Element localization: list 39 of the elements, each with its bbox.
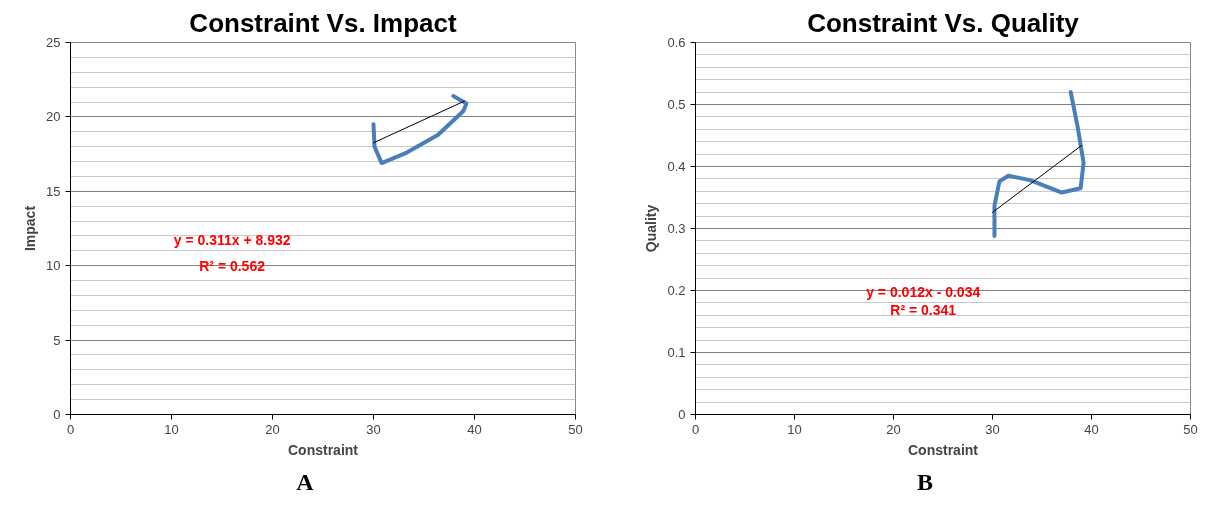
chart-title: Constraint Vs. Quality <box>807 7 1080 38</box>
annotation: R² = 0.341 <box>890 302 957 319</box>
x-tick-label: 50 <box>568 421 583 437</box>
x-tick-label: 0 <box>691 421 700 437</box>
x-tick-label: 20 <box>886 421 901 437</box>
y-tick-label: 15 <box>46 183 61 199</box>
x-tick-label: 50 <box>1183 421 1198 437</box>
annotation: y = 0.012x - 0.034 <box>866 283 981 300</box>
line-series <box>992 90 1086 238</box>
x-tick-label: 0 <box>66 421 75 437</box>
x-tick-label: 10 <box>164 421 179 437</box>
y-axis-title: Impact <box>22 205 39 252</box>
annotation: R² = 0.562 <box>199 257 266 274</box>
y-tick-label: 5 <box>53 332 61 348</box>
line-series <box>371 94 469 166</box>
x-axis-title: Constraint <box>288 441 359 458</box>
y-tick-label: 20 <box>46 109 61 125</box>
x-tick-label: 40 <box>1084 421 1099 437</box>
x-tick-label: 30 <box>985 421 1000 437</box>
x-tick-label: 20 <box>265 421 280 437</box>
chart-title: Constraint Vs. Impact <box>189 7 457 38</box>
text: B <box>916 468 933 497</box>
y-tick-label: 0.6 <box>667 35 686 50</box>
y-tick-label: 0.1 <box>667 345 686 360</box>
y-tick-label: 0.3 <box>667 221 686 236</box>
y-tick-label: 10 <box>46 258 61 274</box>
y-tick-label: 0.4 <box>667 159 686 174</box>
y-tick-label: 0.2 <box>667 283 686 298</box>
y-tick-label: 0 <box>678 407 686 422</box>
annotation: y = 0.311x + 8.932 <box>173 231 291 248</box>
x-axis-title: Constraint <box>908 441 979 458</box>
x-tick-label: 40 <box>467 421 482 437</box>
x-tick-label: 10 <box>787 421 802 437</box>
text: A <box>296 468 314 497</box>
y-tick-label: 0.5 <box>667 97 686 112</box>
x-tick-label: 30 <box>366 421 381 437</box>
y-tick-label: 0 <box>53 407 61 422</box>
y-axis-title: Quality <box>643 204 660 253</box>
y-tick-label: 25 <box>46 35 61 50</box>
